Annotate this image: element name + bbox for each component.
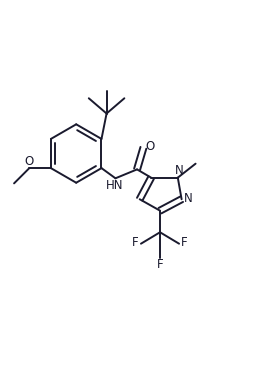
Text: F: F	[132, 236, 139, 250]
Text: F: F	[181, 236, 188, 250]
Text: HN: HN	[105, 179, 123, 192]
Text: F: F	[157, 258, 163, 270]
Text: O: O	[145, 140, 154, 153]
Text: N: N	[174, 164, 183, 177]
Text: O: O	[25, 155, 34, 168]
Text: N: N	[184, 192, 193, 205]
